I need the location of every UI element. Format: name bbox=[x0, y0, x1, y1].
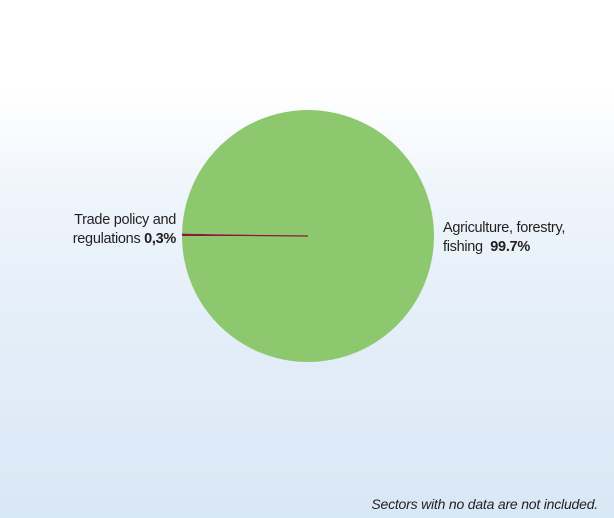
slice-label-trade-policy: Trade policy and regulations 0,3% bbox=[40, 211, 177, 249]
slice-label-agri-line1: Agriculture, forestry, bbox=[443, 220, 566, 236]
slice-label-agriculture: Agriculture, forestry, fishing 99.7% bbox=[443, 219, 603, 257]
slice-label-trade-line1: Trade policy and bbox=[74, 212, 176, 228]
pie-slice-1 bbox=[182, 109, 435, 362]
pie-slice-line-0 bbox=[181, 234, 309, 237]
slice-value-agri: 99.7% bbox=[490, 239, 530, 255]
slice-label-trade-line2: regulations bbox=[72, 231, 141, 247]
footnote: Sectors with no data are not included. bbox=[371, 496, 598, 512]
slice-value-trade: 0,3% bbox=[144, 231, 176, 247]
slice-label-agri-line2: fishing bbox=[443, 239, 483, 255]
